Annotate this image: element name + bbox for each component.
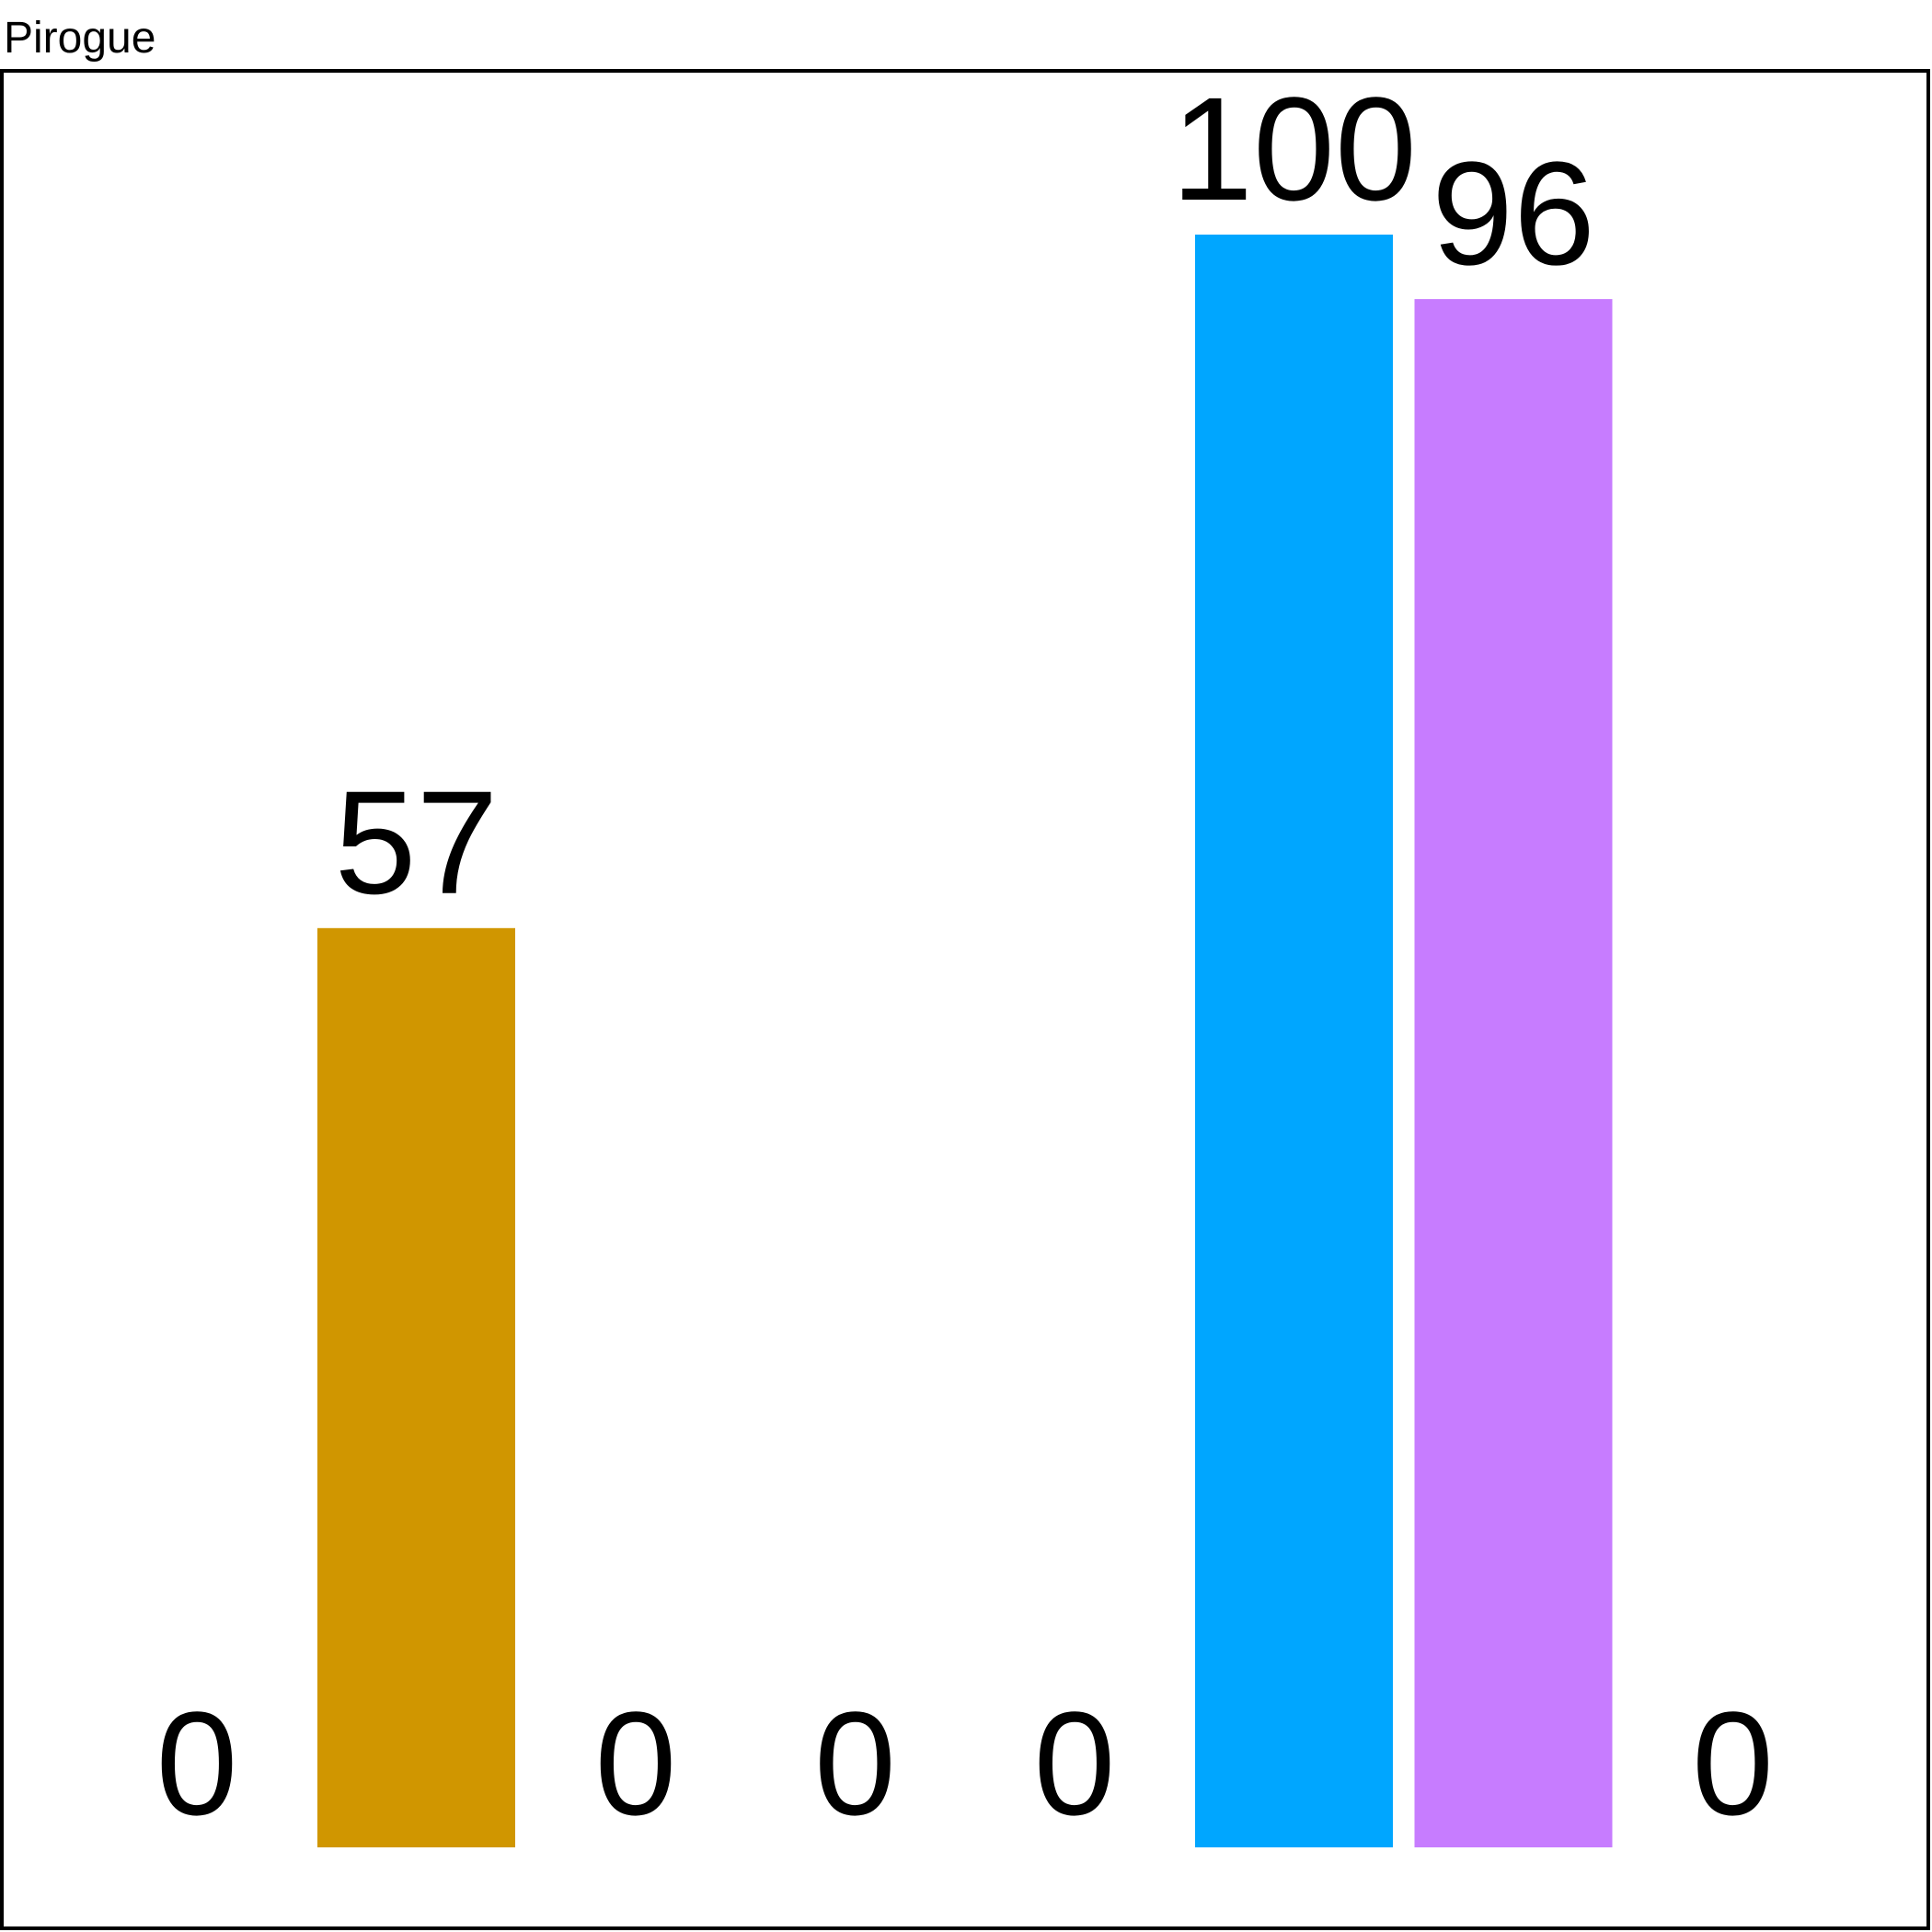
data-label-7: 0 [1692, 1681, 1774, 1846]
chart-title: Pirogue [4, 14, 156, 63]
bar-1 [317, 927, 515, 1847]
data-label-0: 0 [156, 1681, 238, 1846]
data-label-3: 0 [814, 1681, 896, 1846]
data-label-5: 100 [1171, 66, 1417, 231]
data-label-2: 0 [595, 1681, 677, 1846]
plot-border [0, 69, 1930, 1930]
bars-layer [317, 235, 1613, 1848]
bar-6 [1414, 299, 1613, 1848]
data-label-4: 0 [1034, 1681, 1116, 1846]
data-label-6: 96 [1432, 131, 1595, 295]
bar-5 [1195, 235, 1393, 1847]
data-label-1: 57 [335, 760, 499, 925]
